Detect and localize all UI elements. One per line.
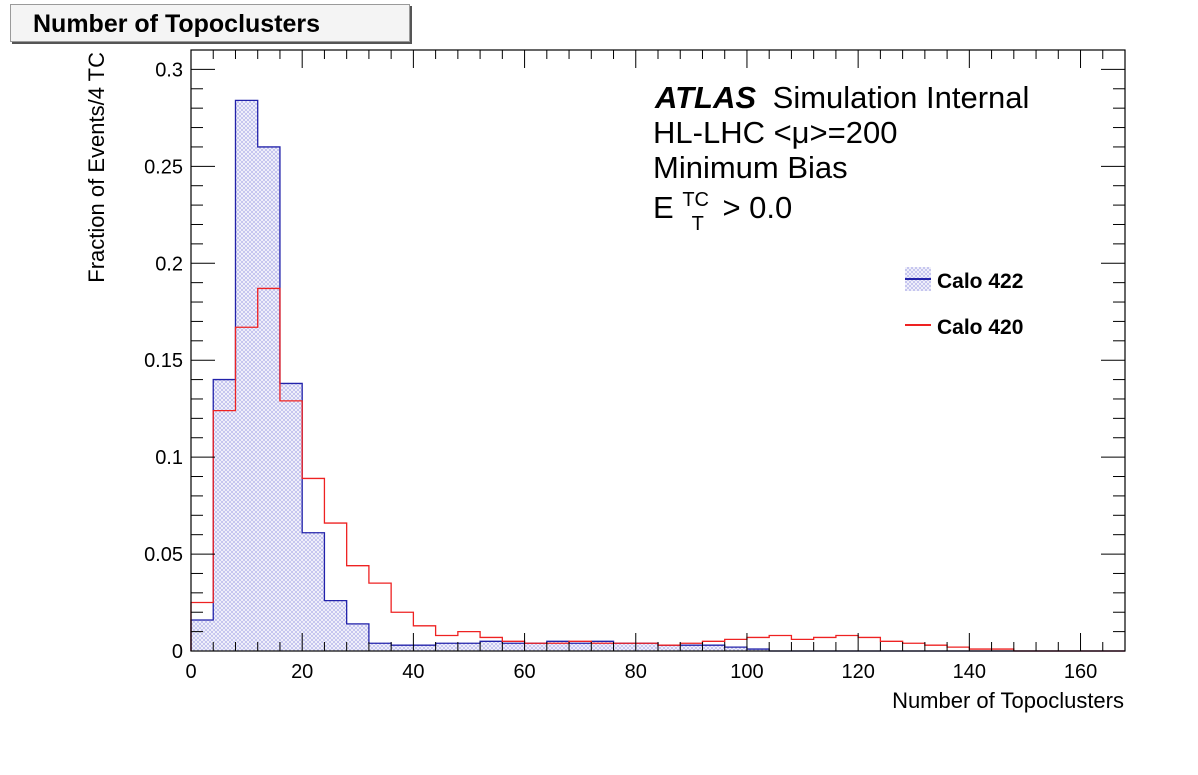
- bar-calo-422: [213, 379, 236, 651]
- bar-calo-422: [480, 641, 503, 651]
- x-tick-label: 160: [1064, 661, 1097, 683]
- bar-calo-422: [502, 643, 525, 651]
- y-tick-label: 0: [172, 641, 183, 663]
- x-axis-title: Number of Topoclusters: [892, 688, 1124, 713]
- x-tick-label: 20: [291, 661, 313, 683]
- bar-calo-422: [435, 643, 458, 651]
- bar-calo-422: [569, 643, 592, 651]
- bar-calo-422: [613, 643, 636, 651]
- bar-calo-422: [746, 649, 770, 651]
- bar-calo-422: [591, 641, 614, 651]
- et-superscript: TC: [682, 189, 709, 211]
- y-tick-label: 0.2: [155, 253, 183, 275]
- bar-calo-422: [680, 645, 703, 651]
- atlas-logo-text: ATLAS: [654, 80, 756, 115]
- x-axis-ticks: [190, 50, 1126, 651]
- x-tick-label: 0: [185, 661, 196, 683]
- line-calo-420: [190, 287, 1125, 652]
- series-calo-422: [190, 99, 1125, 652]
- y-tick-label: 0.3: [155, 59, 183, 81]
- bar-calo-422: [257, 146, 280, 651]
- series-calo-420: [190, 287, 1125, 652]
- bar-calo-422: [324, 600, 347, 651]
- bar-calo-422: [658, 645, 681, 651]
- y-tick-label: 0.05: [144, 544, 183, 566]
- bar-calo-422: [635, 643, 658, 651]
- et-threshold-value: > 0.0: [722, 190, 792, 225]
- bar-calo-422: [524, 643, 547, 651]
- bar-calo-422: [546, 641, 570, 651]
- sample-label: Minimum Bias: [653, 150, 848, 185]
- bar-calo-422: [302, 532, 325, 651]
- et-subscript: T: [692, 213, 704, 235]
- et-symbol: E: [653, 190, 674, 225]
- bar-calo-422: [191, 619, 214, 651]
- x-tick-label: 80: [625, 661, 647, 683]
- y-tick-label: 0.15: [144, 350, 183, 372]
- x-axis-tick-labels: 0 20 40 60 80 100 120 140 160: [185, 661, 1097, 683]
- bar-calo-422: [457, 643, 481, 651]
- legend: Calo 422 Calo 420: [905, 267, 1023, 339]
- atlas-status-text: Simulation Internal: [773, 80, 1030, 115]
- bar-calo-422: [413, 645, 436, 651]
- y-tick-label: 0.1: [155, 447, 183, 469]
- y-axis-tick-labels: 0 0.05 0.1 0.15 0.2 0.25 0.3: [144, 59, 183, 663]
- y-axis-title: Fraction of Events/4 TC: [84, 52, 109, 283]
- legend-label-calo-422: Calo 422: [937, 270, 1023, 293]
- x-tick-label: 60: [513, 661, 535, 683]
- et-threshold-label: E TC T > 0.0: [653, 178, 792, 237]
- x-tick-label: 140: [953, 661, 986, 683]
- bar-calo-422: [279, 383, 303, 651]
- x-tick-label: 40: [402, 661, 424, 683]
- atlas-label: ATLAS Simulation Internal: [654, 80, 1029, 115]
- bar-calo-422: [724, 647, 747, 651]
- legend-label-calo-420: Calo 420: [937, 316, 1023, 339]
- bar-calo-422: [391, 645, 414, 651]
- bar-calo-422: [235, 100, 258, 652]
- panel-title: Number of Topoclusters: [10, 4, 410, 42]
- bar-calo-422: [346, 623, 369, 651]
- x-tick-label: 120: [841, 661, 874, 683]
- y-axis-ticks: [191, 49, 1125, 652]
- bar-calo-422: [368, 643, 392, 651]
- x-tick-label: 100: [730, 661, 763, 683]
- bar-calo-422: [702, 645, 725, 651]
- conditions-label: HL-LHC <μ>=200: [653, 115, 897, 150]
- y-tick-label: 0.25: [144, 156, 183, 178]
